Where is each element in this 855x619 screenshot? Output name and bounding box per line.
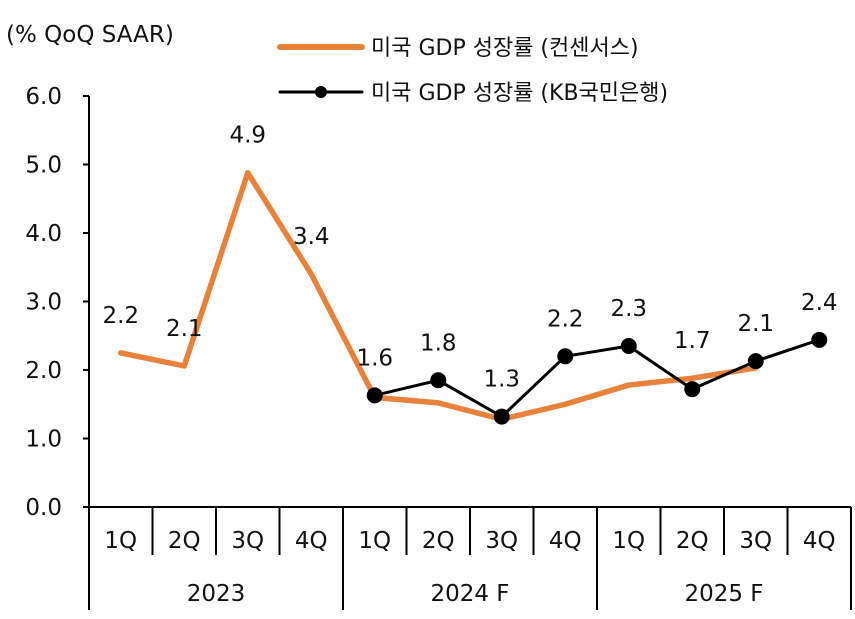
- y-tick-label: 3.0: [25, 290, 62, 316]
- x-tick-label: 2Q: [676, 528, 709, 554]
- data-point-marker: [366, 387, 383, 404]
- series-line-0: [118, 169, 759, 423]
- data-label: 1.3: [483, 367, 520, 393]
- x-group-label: 2023: [187, 581, 246, 607]
- x-tick-label: 4Q: [295, 528, 328, 554]
- data-point-marker: [430, 372, 447, 389]
- x-tick-label: 1Q: [358, 528, 391, 554]
- data-point-marker: [493, 408, 510, 425]
- data-label: 2.2: [547, 306, 584, 332]
- data-point-marker: [684, 381, 701, 398]
- x-tick-label: 2Q: [168, 528, 201, 554]
- legend-label-1: 미국 GDP 성장률 (KB국민은행): [371, 81, 668, 106]
- axes: 0.0 1.0 2.0 3.0 4.0 5.0 6.0 1Q 2Q 3Q 4Q 1Q 2Q 3Q 4Q 1Q 2…: [25, 84, 852, 610]
- legend-label-0: 미국 GDP 성장률 (컨센서스): [371, 36, 639, 61]
- y-tick-label: 6.0: [25, 84, 62, 110]
- x-group-label: 2024 F: [430, 581, 509, 607]
- data-point-marker: [620, 338, 637, 355]
- x-tick-label: 1Q: [104, 528, 137, 554]
- data-point-marker: [811, 331, 828, 348]
- x-tick-label: 3Q: [739, 528, 772, 554]
- data-label: 2.1: [166, 316, 203, 342]
- data-label: 4.9: [229, 123, 266, 149]
- data-label: 2.4: [801, 290, 838, 316]
- y-tick-label: 0.0: [25, 495, 62, 521]
- x-tick-label: 4Q: [549, 528, 582, 554]
- x-tick-label: 3Q: [231, 528, 264, 554]
- data-label: 2.1: [737, 311, 774, 337]
- data-label: 2.3: [610, 296, 647, 322]
- series-line-1: [373, 338, 821, 419]
- data-label: 3.4: [293, 224, 330, 250]
- y-tick-label: 2.0: [25, 358, 62, 384]
- data-label: 1.6: [356, 345, 393, 371]
- x-tick-label: 3Q: [485, 528, 518, 554]
- data-label: 1.7: [674, 328, 711, 354]
- y-tick-label: 4.0: [25, 221, 62, 247]
- x-tick-label: 1Q: [612, 528, 645, 554]
- data-labels: 2.2 2.1 4.9 3.4 1.6 1.8 1.3 2.2 2.3 1.7 2.1 2.4: [102, 123, 837, 393]
- legend-marker-1: [315, 86, 327, 98]
- data-point-marker: [557, 348, 574, 365]
- series-layer: [118, 169, 828, 425]
- y-tick-label: 1.0: [25, 427, 62, 453]
- y-axis-unit-label: (% QoQ SAAR): [6, 22, 174, 48]
- data-label: 2.2: [102, 303, 139, 329]
- legend: 미국 GDP 성장률 (컨센서스) 미국 GDP 성장률 (KB국민은행): [277, 36, 668, 106]
- data-point-marker: [747, 353, 764, 370]
- x-tick-label: 4Q: [803, 528, 836, 554]
- data-label: 1.8: [420, 330, 457, 356]
- x-tick-label: 2Q: [422, 528, 455, 554]
- x-group-label: 2025 F: [684, 581, 763, 607]
- y-tick-label: 5.0: [25, 153, 62, 179]
